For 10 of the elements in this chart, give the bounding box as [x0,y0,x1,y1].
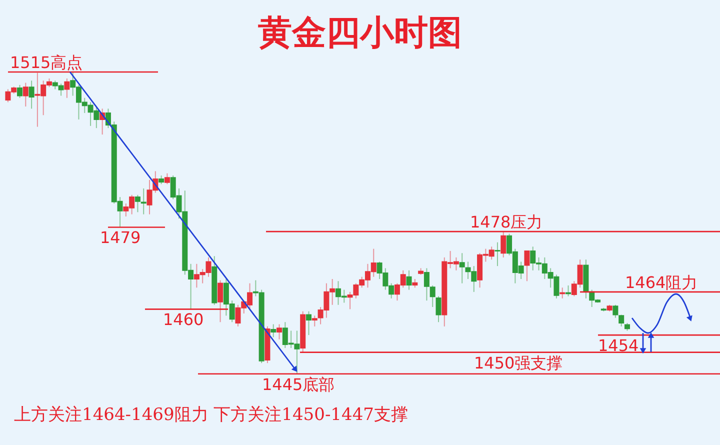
annotation: 上方关注1464-1469阻力 下方关注1450-1447支撑 [14,405,408,425]
ref-line-label: 1460 [163,310,204,330]
ref-line-label: 1515高点 [10,53,83,72]
ref-line-label: 1450强支撑 [474,353,563,372]
ref-line-label: 1479 [100,228,141,248]
ref-line-label: 1478压力 [470,212,543,232]
chart-title: 黄金四小时图 [258,13,462,53]
ref-line-label: 1464阻力 [625,272,698,292]
ref-line-label: 1445底部 [262,374,335,394]
ref-line-label: 1454 [598,336,639,356]
